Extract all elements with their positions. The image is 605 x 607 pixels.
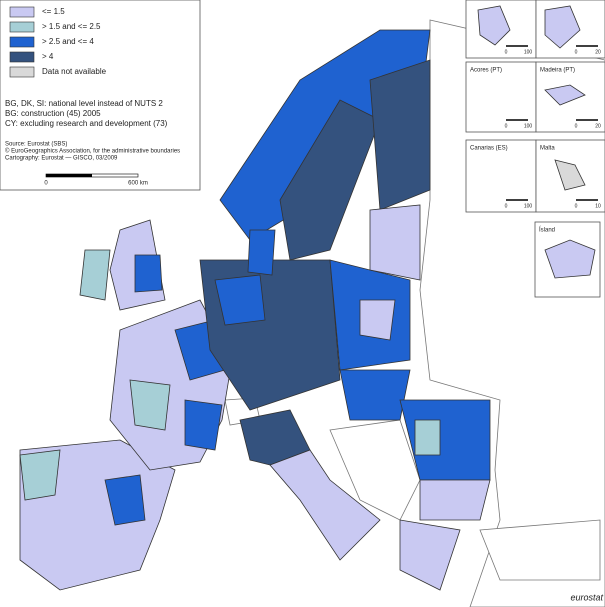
inset-label: Canarias (ES) [470, 146, 508, 152]
inset-scale-label: 20 [595, 49, 601, 55]
regions [19, 29, 491, 591]
inset-label: Madeira (PT) [540, 68, 575, 74]
inset-scale-label: 100 [524, 49, 533, 55]
source: Source: Eurostat (SBS) [5, 142, 67, 148]
insets [465, 0, 605, 298]
inset-land [544, 239, 596, 279]
hungary [339, 369, 411, 421]
legend-label: <= 1.5 [42, 7, 65, 16]
denmark [247, 229, 276, 276]
legend-label: Data not available [42, 67, 107, 76]
inset-scale-label: 100 [524, 123, 533, 129]
note: BG, DK, SI: national level instead of NU… [5, 99, 163, 108]
scale-bar-fill [46, 174, 92, 177]
inset-scale-label: 0 [505, 49, 508, 55]
region [359, 299, 396, 341]
scale-label: 0 [44, 181, 48, 187]
south-italy [269, 449, 381, 561]
region [184, 399, 223, 451]
baltics [369, 204, 421, 281]
inset-label: Acores (PT) [470, 68, 502, 74]
turkey [479, 519, 601, 581]
inset-scale-label: 0 [505, 203, 508, 209]
region [414, 419, 441, 456]
legend-label: > 4 [42, 52, 54, 61]
sweden [279, 99, 381, 261]
legend-swatch [9, 51, 35, 63]
inset-land [544, 5, 581, 49]
inset-land [554, 159, 586, 191]
legend-swatch [9, 66, 35, 78]
finland [369, 59, 431, 211]
inset-scale-label: 20 [595, 123, 601, 129]
inset-label: Ísland [539, 227, 555, 234]
source: © EuroGeographics Association, for the a… [5, 148, 180, 155]
bulgaria [419, 479, 491, 521]
inset-scale-label: 0 [575, 49, 578, 55]
greece [399, 519, 461, 591]
region [104, 474, 146, 526]
note: BG: construction (45) 2005 [5, 109, 101, 118]
ireland [79, 249, 111, 301]
region [19, 449, 61, 501]
logo: eurostat [570, 592, 603, 602]
inset-scale-label: 10 [595, 203, 601, 209]
legend-swatch [9, 6, 35, 18]
inset-label: Malta [540, 146, 555, 152]
inset-scale-label: 100 [524, 203, 533, 209]
scale-label: 600 km [128, 181, 148, 187]
note: CY: excluding research and development (… [5, 119, 168, 128]
inset-scale-label: 0 [505, 123, 508, 129]
balkans [329, 419, 421, 521]
legend-label: > 1.5 and <= 2.5 [42, 22, 101, 31]
legend-label: > 2.5 and <= 4 [42, 37, 94, 46]
region [134, 254, 163, 293]
region [214, 274, 266, 326]
legend-swatch [9, 36, 35, 48]
source: Cartography: Eurostat — GISCO, 03/2009 [5, 156, 118, 162]
legend-swatch [9, 21, 35, 33]
inset-scale-label: 0 [575, 123, 578, 129]
region [129, 379, 171, 431]
inset-land [477, 5, 511, 46]
inset-land [544, 84, 586, 106]
inset-scale-label: 0 [575, 203, 578, 209]
